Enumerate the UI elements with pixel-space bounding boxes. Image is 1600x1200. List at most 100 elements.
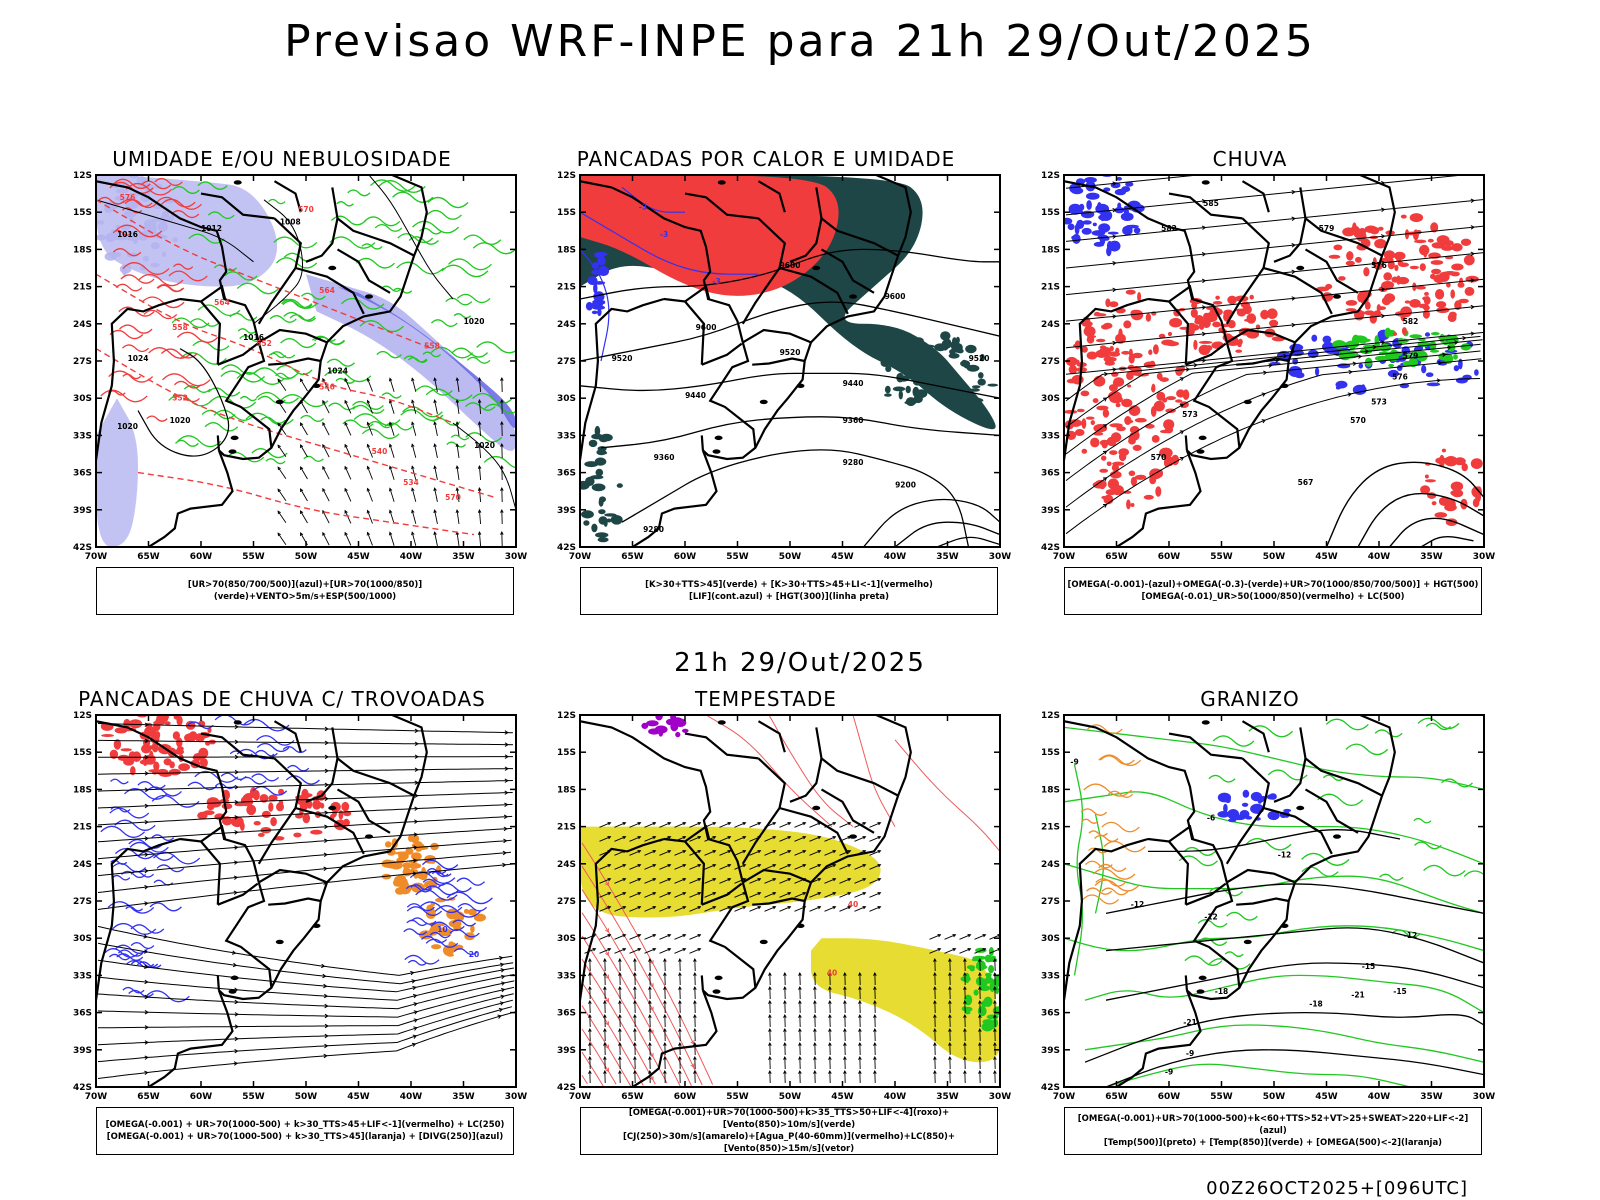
temp-850 (1064, 726, 1484, 791)
lat-label: 24S (557, 860, 576, 870)
lat-label: 12S (1041, 711, 1060, 721)
lc-850 (581, 842, 714, 1087)
lon-label: 40W (884, 552, 907, 562)
run-info: 00Z26OCT2025+[096UTC] (1206, 1178, 1468, 1199)
lat-label: 42S (73, 543, 92, 553)
omega-red-center (1169, 294, 1286, 356)
legend-line: [LIF](cont.azul) + [HGT(300)](linha pret… (688, 592, 890, 602)
contour-label: -3 (639, 203, 647, 212)
contour-label: 576 (120, 193, 136, 202)
lon-label: 35W (936, 552, 959, 562)
omega-red-west (1064, 289, 1190, 510)
contour-label: 576 (1371, 261, 1387, 270)
lon-label: 55W (242, 552, 265, 562)
lif-west (585, 252, 610, 317)
lat-label: 36S (73, 469, 92, 479)
temp-850 (1105, 1063, 1411, 1087)
lon-label: 40W (1368, 552, 1391, 562)
lon-label: 40W (400, 552, 423, 562)
humidity-south (96, 398, 138, 547)
lat-label: 33S (73, 431, 92, 441)
jet-yellow-south (811, 938, 1000, 1063)
panel-tempestade: TEMPESTADE 40 40 12S 15S 18S 21S 24S 27S 30S 33S 36… (536, 687, 1011, 1167)
lat-label: 42S (557, 1083, 576, 1093)
lon-label: 50W (1263, 1092, 1286, 1102)
lat-label: 15S (73, 748, 92, 758)
lon-label: 35W (452, 1092, 475, 1102)
lon-label: 30W (1473, 552, 1496, 562)
contour-label: 20 (580, 335, 590, 344)
contour-label: 573 (1182, 410, 1198, 419)
lat-label: 18S (1041, 245, 1060, 255)
temp-850 (1084, 1024, 1484, 1063)
k-tts-west (580, 425, 623, 543)
contour-label: 552 (172, 394, 188, 403)
contour-label: 9360 (654, 453, 675, 462)
lat-label: 24S (73, 320, 92, 330)
panel-legend: [K>30+TTS>45](verde) + [K>30+TTS>45+LI<-… (580, 567, 998, 615)
contour-label: 1016 (117, 230, 138, 239)
lat-label: 24S (73, 860, 92, 870)
panel-umidade: UMIDADE E/OU NEBULOSIDADE 1016 1012 1020 100… (52, 147, 527, 627)
height-300 (894, 521, 1000, 547)
water-contour (768, 715, 854, 827)
lon-label: 50W (295, 552, 318, 562)
omega-red-south (1420, 448, 1483, 526)
lat-label: 21S (73, 823, 92, 833)
legend-line: [OMEGA(-0.001)+UR>70(1000-500)+k>35_TTS>… (628, 1108, 950, 1130)
temp-500 (1148, 829, 1401, 853)
contour-label: 9520 (612, 354, 633, 363)
contour-label: -3 (660, 230, 668, 239)
lon-label: 30W (505, 552, 528, 562)
humidity-area (96, 175, 278, 287)
omega-orange (1080, 724, 1146, 905)
lif-contour (580, 249, 610, 362)
contour-label: 9600 (780, 261, 801, 270)
contour-label: 582 (1161, 224, 1177, 233)
temp-850 (1064, 925, 1484, 952)
contour-label: 585 (1203, 199, 1219, 208)
contour-label: 579 (1403, 352, 1419, 361)
contour-label: -9 (1165, 1068, 1173, 1077)
contour-label: -9 (1070, 758, 1078, 767)
omega-red-east (1316, 213, 1479, 336)
lat-label: 12S (73, 171, 92, 181)
contour-label: 570 (445, 493, 461, 502)
contour-label: -12 (1204, 913, 1218, 922)
contour-label: 1024 (128, 354, 149, 363)
lon-label: 35W (1420, 1092, 1443, 1102)
contour-label: 567 (1298, 478, 1314, 487)
lat-label: 39S (73, 1046, 92, 1056)
streamlines-250 (97, 722, 516, 1079)
lat-label: 24S (557, 320, 576, 330)
lat-label: 27S (557, 357, 576, 367)
lat-label: 18S (1041, 785, 1060, 795)
lon-label: 55W (726, 552, 749, 562)
contour-label: -6 (1207, 813, 1215, 822)
legend-line: [UR>70(850/700/500)](azul)+[UR>70(1000/8… (187, 580, 423, 602)
lat-label: 12S (557, 171, 576, 181)
lat-label: 27S (1041, 357, 1060, 367)
lon-label: 35W (1420, 552, 1443, 562)
contour-label: 564 (214, 298, 230, 307)
lon-label: 70W (569, 552, 592, 562)
contour-label: 9520 (969, 354, 990, 363)
lat-label: 39S (557, 506, 576, 516)
lat-label: 24S (1041, 320, 1060, 330)
lat-label: 36S (557, 469, 576, 479)
jet-yellow (580, 826, 881, 918)
panel-legend: [OMEGA(-0.001)+UR>70(1000-500)+k>35_TTS>… (580, 1107, 998, 1155)
contour-label: 9440 (843, 379, 864, 388)
lon-label: 45W (831, 1092, 854, 1102)
hail-blue (1217, 789, 1292, 823)
lat-label: 21S (557, 823, 576, 833)
lat-label: 12S (1041, 171, 1060, 181)
isobar (137, 348, 230, 457)
lon-label: 65W (1105, 1092, 1128, 1102)
lat-label: 42S (73, 1083, 92, 1093)
panel-title: UMIDADE E/OU NEBULOSIDADE (112, 147, 452, 171)
forecast-map: 1016 1012 1020 1008 1016 1024 1020 1024 1020 1020… (73, 171, 527, 562)
lon-label: 60W (1158, 552, 1181, 562)
lat-label: 21S (73, 283, 92, 293)
lat-label: 27S (1041, 897, 1060, 907)
